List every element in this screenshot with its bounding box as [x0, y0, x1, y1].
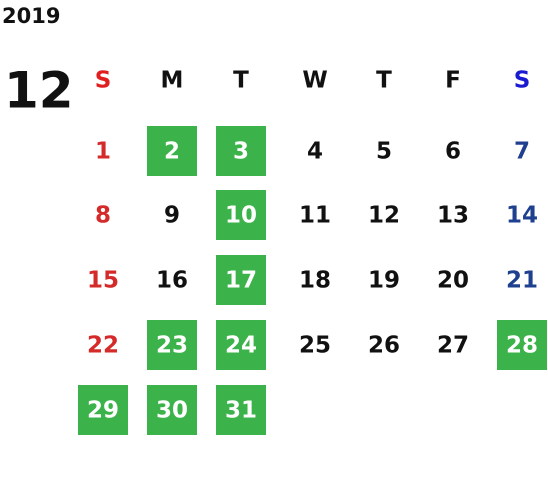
day-number: 14 [506, 203, 538, 229]
day-number: 24 [225, 333, 257, 359]
day-number: 27 [437, 333, 469, 359]
day-number: 6 [445, 139, 461, 165]
day-highlight [147, 385, 197, 435]
day-highlight [216, 126, 266, 176]
day-number: 8 [95, 203, 111, 229]
day-highlight [216, 385, 266, 435]
day-number: 21 [506, 268, 538, 294]
weekday-label: S [514, 68, 531, 94]
day-number: 15 [87, 268, 119, 294]
day-highlight [216, 320, 266, 370]
weekday-label: S [95, 68, 112, 94]
day-number: 13 [437, 203, 469, 229]
weekday-label: T [376, 68, 392, 94]
day-number: 16 [156, 268, 188, 294]
day-number: 12 [368, 203, 400, 229]
day-number: 10 [225, 203, 257, 229]
weekday-label: T [233, 68, 249, 94]
year: 2019 [2, 4, 60, 28]
day-number: 29 [87, 398, 119, 424]
day-number: 28 [506, 333, 538, 359]
day-number: 19 [368, 268, 400, 294]
day-number: 2 [164, 139, 180, 165]
day-highlight [497, 320, 547, 370]
month: 12 [4, 62, 74, 120]
day-number: 26 [368, 333, 400, 359]
day-number: 17 [225, 268, 257, 294]
day-highlight [216, 190, 266, 240]
day-number: 4 [307, 139, 323, 165]
day-number: 5 [376, 139, 392, 165]
weekday-label: M [161, 68, 184, 94]
weekday-label: W [302, 68, 327, 94]
day-number: 3 [233, 139, 249, 165]
day-number: 1 [95, 139, 111, 165]
day-number: 22 [87, 333, 119, 359]
day-highlight [147, 320, 197, 370]
day-number: 9 [164, 203, 180, 229]
day-number: 25 [299, 333, 331, 359]
day-highlight [216, 255, 266, 305]
weekday-label: F [445, 68, 461, 94]
day-highlight [78, 385, 128, 435]
day-number: 18 [299, 268, 331, 294]
day-number: 30 [156, 398, 188, 424]
day-number: 23 [156, 333, 188, 359]
day-number: 11 [299, 203, 331, 229]
day-number: 31 [225, 398, 257, 424]
day-highlight [147, 126, 197, 176]
day-number: 7 [514, 139, 530, 165]
day-number: 20 [437, 268, 469, 294]
